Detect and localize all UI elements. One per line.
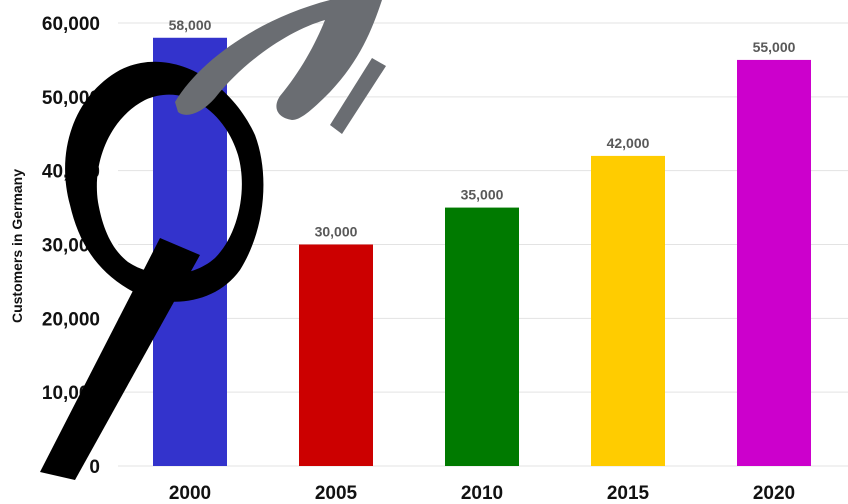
bar-2010 bbox=[445, 207, 519, 467]
bar-2005 bbox=[299, 244, 373, 466]
grey-stroke-overlay bbox=[175, 0, 386, 134]
data-label-2005: 30,000 bbox=[315, 224, 358, 240]
x-tick-label-2010: 2010 bbox=[461, 483, 503, 504]
x-tick-label-2020: 2020 bbox=[753, 483, 795, 504]
ring-shape-overlay bbox=[65, 61, 264, 302]
diagonal-stroke-overlay bbox=[40, 238, 200, 480]
y-tick-label: 20,000 bbox=[42, 309, 100, 330]
bar-2020 bbox=[737, 59, 811, 467]
y-tick-label: 0 bbox=[89, 457, 100, 478]
bars bbox=[153, 37, 811, 467]
data-labels: 58,000 30,000 35,000 42,000 55,000 bbox=[169, 17, 796, 240]
y-tick-label: 60,000 bbox=[42, 14, 100, 35]
data-label-2010: 35,000 bbox=[461, 187, 504, 203]
data-label-2015: 42,000 bbox=[607, 135, 650, 151]
y-axis-label: Customers in Germany bbox=[9, 169, 25, 323]
data-label-2020: 55,000 bbox=[753, 39, 796, 55]
x-tick-label-2000: 2000 bbox=[169, 483, 211, 504]
x-tick-label-2015: 2015 bbox=[607, 483, 650, 504]
x-axis-ticks: 2000 2005 2010 2015 2020 bbox=[169, 483, 795, 504]
x-tick-label-2005: 2005 bbox=[315, 483, 358, 504]
data-label-2000: 58,000 bbox=[169, 17, 212, 33]
bar-2015 bbox=[591, 155, 665, 466]
